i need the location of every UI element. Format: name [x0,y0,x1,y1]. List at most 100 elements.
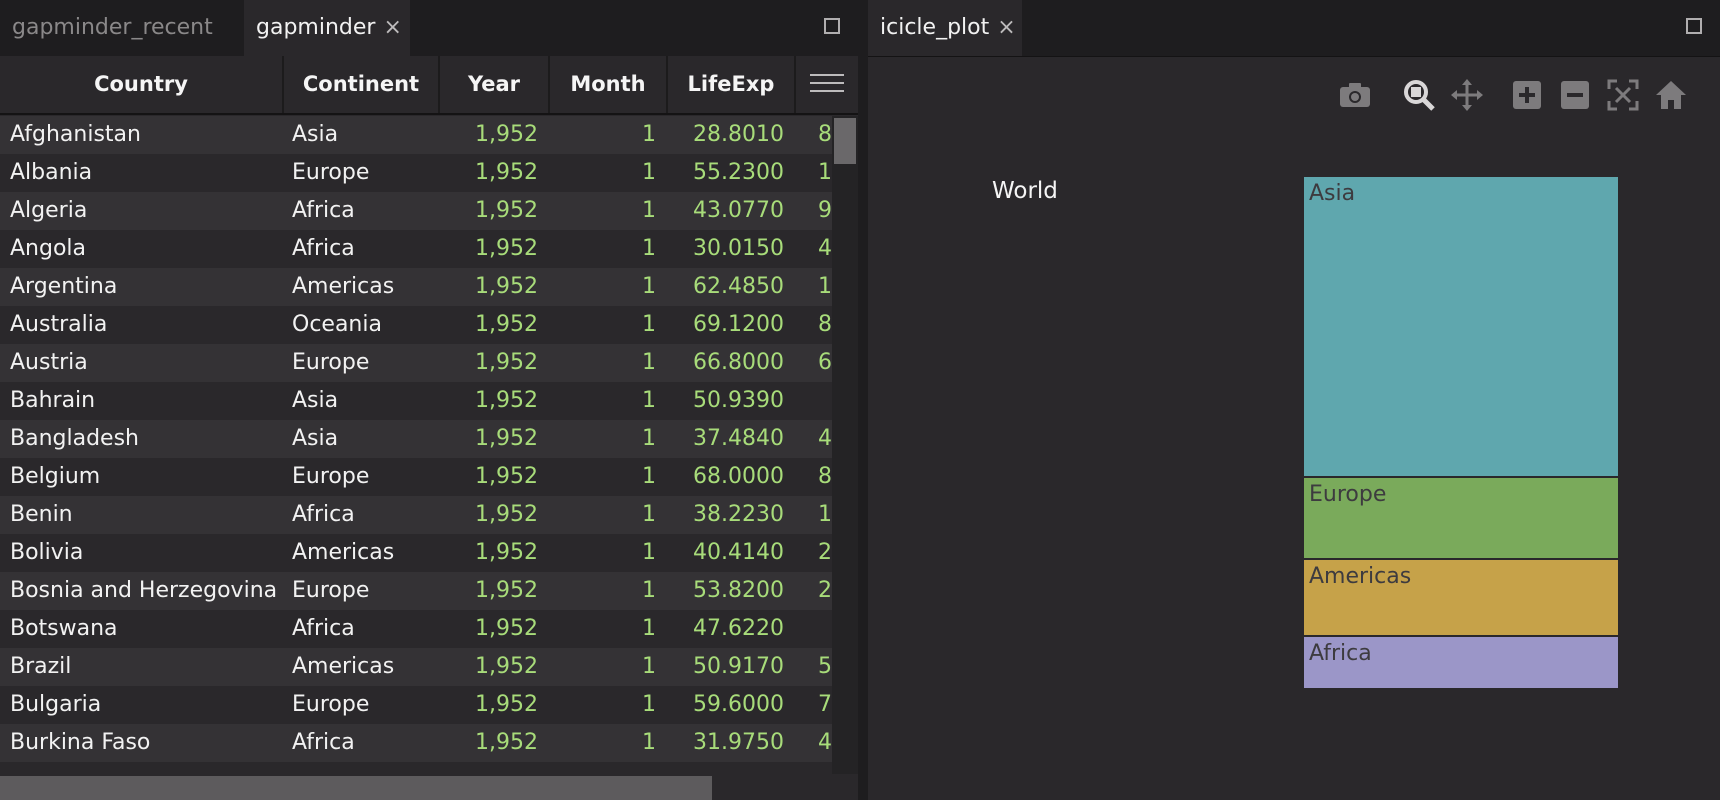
cell-continent: Asia [292,426,339,451]
table-row[interactable]: Belgium Europe 1,952 1 68.0000 8 [0,458,832,496]
maximize-icon[interactable] [1686,18,1702,34]
column-header-month[interactable]: Month [550,56,668,113]
table-row[interactable]: Australia Oceania 1,952 1 69.1200 8 [0,306,832,344]
horizontal-scroll-thumb[interactable] [0,776,712,800]
column-header-country[interactable]: Country [0,56,284,113]
cell-continent: Americas [292,274,395,299]
cell-country: Benin [10,502,73,527]
cell-continent: Europe [292,350,370,375]
camera-icon[interactable] [1338,78,1372,112]
cell-country: Angola [10,236,87,261]
cell-pop [818,610,832,648]
home-icon[interactable] [1654,78,1688,112]
icicle-root-label[interactable]: World [992,178,1058,204]
cell-continent: Europe [292,160,370,185]
table-row[interactable]: Burkina Faso Africa 1,952 1 31.9750 4 [0,724,832,762]
cell-year: 1,952 [475,654,538,679]
cell-year: 1,952 [475,198,538,223]
icicle-node-remainder[interactable] [1304,690,1618,692]
cell-year: 1,952 [475,616,538,641]
vertical-scrollbar[interactable] [832,116,858,774]
cell-continent: Europe [292,578,370,603]
column-header-year[interactable]: Year [440,56,550,113]
icicle-node-europe[interactable]: Europe [1304,478,1618,560]
cell-continent: Europe [292,692,370,717]
cell-lifeexp: 62.4850 [693,274,784,299]
pan-icon[interactable] [1450,78,1484,112]
table-row[interactable]: Algeria Africa 1,952 1 43.0770 9 [0,192,832,230]
cell-continent: Europe [292,464,370,489]
cell-pop: 7 [818,692,832,717]
tab-gapminder-recent[interactable]: gapminder_recent [0,0,244,56]
icicle-node-label: Americas [1309,564,1412,589]
icicle-node-americas[interactable]: Americas [1304,560,1618,637]
tab-icicle-plot[interactable]: icicle_plot × [868,0,1022,56]
cell-month: 1 [642,464,656,489]
cell-country: Belgium [10,464,101,489]
cell-pop: 8 [818,312,832,337]
cell-lifeexp: 38.2230 [693,502,784,527]
cell-lifeexp: 68.0000 [693,464,784,489]
cell-lifeexp: 69.1200 [693,312,784,337]
cell-lifeexp: 55.2300 [693,160,784,185]
zoom-icon[interactable] [1402,78,1436,112]
cell-continent: Asia [292,388,339,413]
cell-month: 1 [642,426,656,451]
cell-year: 1,952 [475,578,538,603]
cell-year: 1,952 [475,388,538,413]
cell-year: 1,952 [475,160,538,185]
cell-year: 1,952 [475,464,538,489]
table-row[interactable]: Bahrain Asia 1,952 1 50.9390 [0,382,832,420]
cell-lifeexp: 43.0770 [693,198,784,223]
table-row[interactable]: Bangladesh Asia 1,952 1 37.4840 46 [0,420,832,458]
close-icon[interactable]: × [383,15,402,40]
cell-year: 1,952 [475,236,538,261]
close-icon[interactable]: × [997,15,1016,40]
tab-label: icicle_plot [880,15,990,40]
table-row[interactable]: Albania Europe 1,952 1 55.2300 1 [0,154,832,192]
table-row[interactable]: Benin Africa 1,952 1 38.2230 1 [0,496,832,534]
table-row[interactable]: Angola Africa 1,952 1 30.0150 4 [0,230,832,268]
table-row[interactable]: Austria Europe 1,952 1 66.8000 6 [0,344,832,382]
cell-continent: Asia [292,122,339,147]
table-row[interactable]: Brazil Americas 1,952 1 50.9170 56 [0,648,832,686]
cell-month: 1 [642,236,656,261]
right-tab-bar: icicle_plot × [868,0,1720,57]
table-menu-icon[interactable] [810,74,844,94]
panel-divider[interactable] [858,0,868,800]
cell-lifeexp: 40.4140 [693,540,784,565]
maximize-icon[interactable] [824,18,840,34]
table-row[interactable]: Bolivia Americas 1,952 1 40.4140 2 [0,534,832,572]
column-header-continent[interactable]: Continent [284,56,440,113]
autoscale-icon[interactable] [1606,78,1640,112]
cell-pop: 4 [818,730,832,755]
tab-gapminder[interactable]: gapminder × [244,0,410,56]
cell-month: 1 [642,578,656,603]
zoom-in-icon[interactable] [1510,78,1544,112]
icicle-node-africa[interactable]: Africa [1304,637,1618,690]
icicle-node-asia[interactable]: Asia [1304,177,1618,478]
zoom-out-icon[interactable] [1558,78,1592,112]
cell-pop: 1 [818,502,832,527]
cell-lifeexp: 31.9750 [693,730,784,755]
table-row[interactable]: Botswana Africa 1,952 1 47.6220 [0,610,832,648]
cell-year: 1,952 [475,502,538,527]
cell-year: 1,952 [475,350,538,375]
horizontal-scrollbar[interactable] [712,776,858,800]
cell-month: 1 [642,122,656,147]
cell-continent: Oceania [292,312,382,337]
vertical-scroll-thumb[interactable] [834,118,856,164]
column-header-lifeexp[interactable]: LifeExp [668,56,796,113]
table-row[interactable]: Bosnia and Herzegovina Europe 1,952 1 53.820… [0,572,832,610]
cell-country: Austria [10,350,88,375]
icicle-node-label: Europe [1309,482,1387,507]
cell-pop: 46 [818,426,832,451]
cell-year: 1,952 [475,312,538,337]
cell-country: Albania [10,160,93,185]
cell-country: Algeria [10,198,88,223]
cell-lifeexp: 28.8010 [693,122,784,147]
table-row[interactable]: Argentina Americas 1,952 1 62.4850 17 [0,268,832,306]
table-row[interactable]: Afghanistan Asia 1,952 1 28.8010 8 [0,116,832,154]
cell-year: 1,952 [475,540,538,565]
table-row[interactable]: Bulgaria Europe 1,952 1 59.6000 7 [0,686,832,724]
